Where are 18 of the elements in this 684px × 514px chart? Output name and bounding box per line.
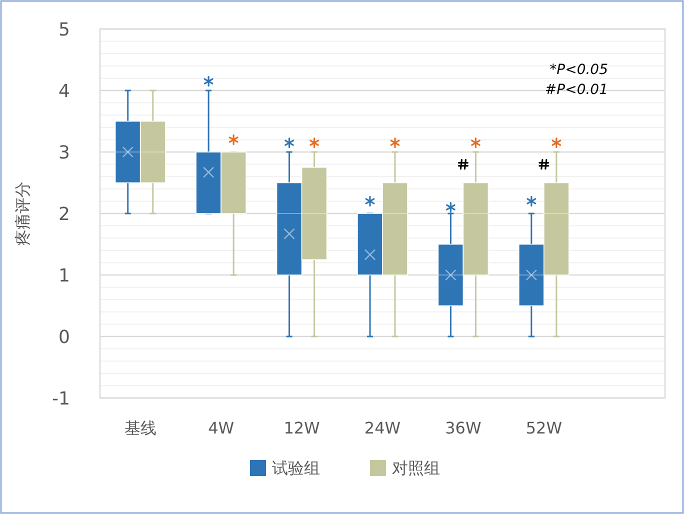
y-tick-label: 3 [58,142,70,164]
y-tick-label: 5 [58,19,70,40]
y-tick-label: 0 [58,326,70,348]
annotation: *P<0.05 [550,62,608,78]
y-tick-label: 1 [58,265,70,286]
legend-label: 试验组 [272,458,320,478]
y-tick-label: 4 [58,80,70,102]
x-tick-label: 52W [526,418,562,438]
y-tick-label: 2 [58,204,70,225]
y-tick-label: -1 [52,388,70,410]
y-axis-title: 疼痛评分 [13,182,32,246]
x-tick-label: 24W [364,418,401,438]
x-tick-label: 基线 [124,418,156,438]
x-tick-label: 36W [445,418,482,438]
legend-label: 对照组 [392,458,440,478]
x-tick-label: 12W [284,418,320,438]
x-tick-label: 4W [208,418,234,438]
annotation: #P<0.01 [544,82,608,98]
